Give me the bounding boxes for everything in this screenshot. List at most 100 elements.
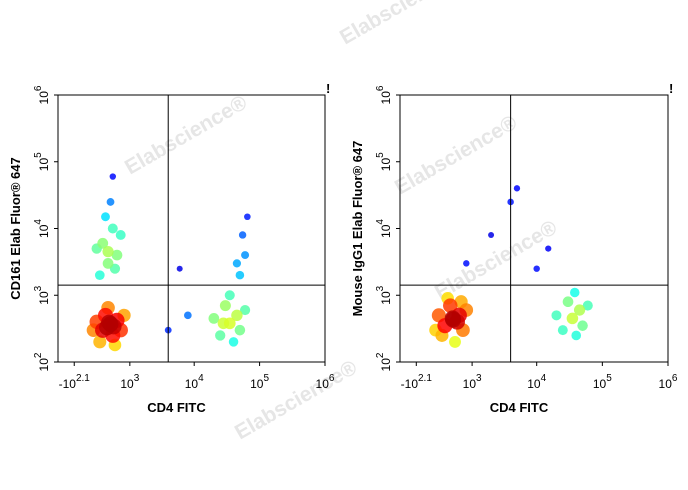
event-point [102, 258, 114, 269]
event-point [573, 304, 586, 316]
event-point [513, 185, 521, 192]
watermark: Elabscience® [336, 0, 466, 49]
x-tick-label: 104 [527, 373, 546, 391]
tick-base: 10 [527, 377, 541, 391]
tick-base: 10 [37, 224, 51, 238]
event-point [551, 310, 562, 321]
event-point [97, 237, 109, 249]
event-point [545, 245, 552, 252]
tick-exponent: 3 [134, 373, 140, 384]
event-point [215, 330, 226, 341]
event-point [571, 330, 582, 341]
tick-exponent: 2 [33, 352, 44, 358]
event-point [244, 213, 251, 221]
y-tick-label: 103 [375, 285, 393, 304]
event-point [223, 317, 236, 330]
tick-exponent: 5 [606, 373, 612, 384]
event-point [566, 312, 579, 325]
tick-base: 10 [185, 377, 199, 391]
event-point [102, 316, 119, 333]
event-point [115, 230, 126, 240]
event-point [444, 310, 461, 327]
event-point [238, 231, 247, 239]
tick-exponent: 5 [375, 152, 386, 158]
event-point [488, 231, 495, 238]
tick-exponent: 5 [33, 152, 44, 158]
tick-exponent: 2.1 [418, 373, 432, 384]
event-point [111, 249, 123, 261]
event-point [208, 313, 220, 324]
tick-exponent: 3 [33, 285, 44, 291]
y-tick-label: 106 [375, 85, 393, 104]
x-tick-label: 104 [185, 373, 204, 391]
x-tick-label: 105 [593, 373, 612, 391]
tick-base: 10 [379, 291, 393, 305]
event-point [109, 173, 116, 180]
y-tick-label: 102 [375, 352, 393, 371]
x-tick-label: 103 [120, 373, 139, 391]
tick-exponent: 6 [375, 85, 386, 91]
x-tick-label: 106 [659, 373, 678, 391]
tick-exponent: 3 [476, 373, 482, 384]
watermark: Elabscience® [391, 111, 521, 200]
tick-base: 10 [120, 377, 134, 391]
y-axis-label: Mouse IgG1 Elab Fluor® 647 [350, 141, 365, 317]
tick-base: 10 [37, 358, 51, 372]
tick-base: 10 [379, 224, 393, 238]
y-tick-label: 106 [33, 85, 51, 104]
tick-base: 10 [37, 158, 51, 172]
tick-base: -10 [401, 377, 419, 391]
x-axis-label: CD4 FITC [147, 400, 206, 415]
event-point [228, 337, 239, 347]
event-point [234, 324, 246, 336]
tick-exponent: 2.1 [76, 373, 90, 384]
tick-exponent: 4 [198, 373, 204, 384]
event-point [101, 212, 110, 222]
tick-base: 10 [379, 358, 393, 372]
event-point [533, 265, 540, 272]
tick-exponent: 6 [672, 373, 678, 384]
y-tick-label: 105 [33, 152, 51, 171]
y-axis-label: CD161 Elab Fluor® 647 [8, 157, 23, 300]
event-point [449, 335, 461, 348]
event-point [176, 265, 183, 272]
event-point [224, 290, 235, 301]
x-tick-label: -102.1 [401, 373, 433, 391]
tick-exponent: 3 [375, 285, 386, 291]
watermark: Elabscience® [231, 356, 361, 445]
tick-exponent: 4 [33, 219, 44, 225]
flag: ! [326, 81, 330, 96]
event-point [93, 335, 107, 349]
tick-base: 10 [37, 91, 51, 105]
tick-base: 10 [379, 91, 393, 105]
tick-base: 10 [316, 377, 330, 391]
tick-base: -10 [59, 377, 77, 391]
y-tick-label: 105 [375, 152, 393, 171]
event-point [231, 309, 243, 322]
x-tick-label: -102.1 [59, 373, 91, 391]
tick-exponent: 6 [33, 85, 44, 91]
tick-base: 10 [593, 377, 607, 391]
x-tick-label: 106 [316, 373, 335, 391]
event-point [239, 304, 251, 316]
event-point [219, 300, 231, 312]
tick-base: 10 [463, 377, 477, 391]
y-tick-label: 104 [375, 219, 393, 238]
tick-exponent: 5 [263, 373, 269, 384]
tick-exponent: 4 [541, 373, 547, 384]
event-point [102, 246, 114, 258]
tick-base: 10 [659, 377, 673, 391]
tick-base: 10 [250, 377, 264, 391]
event-point [184, 311, 192, 320]
flag: ! [669, 81, 673, 96]
event-point [562, 296, 574, 308]
event-point [232, 259, 242, 268]
event-point [582, 300, 593, 311]
event-point [463, 260, 470, 267]
event-point [235, 270, 245, 280]
tick-exponent: 2 [375, 352, 386, 358]
watermark: Elabscience® [431, 216, 561, 305]
